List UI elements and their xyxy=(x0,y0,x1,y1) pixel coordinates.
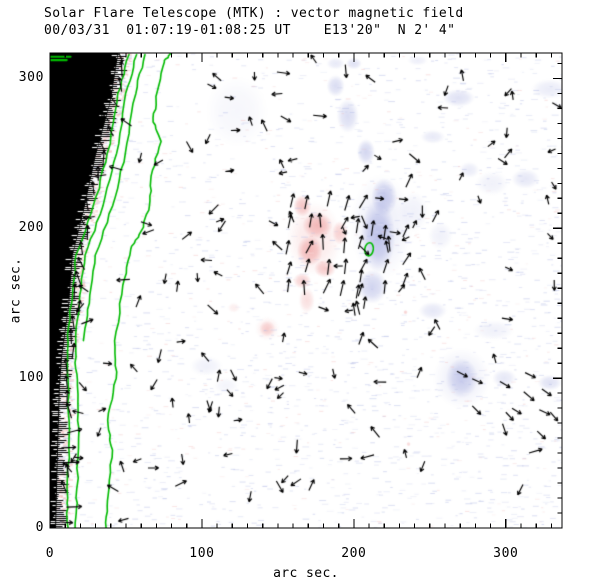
x-tick-label-300: 300 xyxy=(493,546,519,561)
y-tick-label-100: 100 xyxy=(18,370,44,386)
figure-title: Solar Flare Telescope (MTK) : vector mag… xyxy=(44,6,464,21)
x-tick-label-0: 0 xyxy=(45,546,55,561)
y-axis-label: arc sec. xyxy=(8,257,24,324)
x-axis-label: arc sec. xyxy=(273,566,339,581)
y-tick-label-0: 0 xyxy=(35,520,44,535)
y-tick-label-300: 300 xyxy=(18,70,44,86)
figure-subtitle: 00/03/31 01:07:19-01:08:25 UT E13'20" N … xyxy=(44,23,456,38)
y-tick-label-200: 200 xyxy=(18,220,44,236)
x-tick-label-200: 200 xyxy=(341,546,367,561)
x-tick-label-100: 100 xyxy=(189,546,215,561)
